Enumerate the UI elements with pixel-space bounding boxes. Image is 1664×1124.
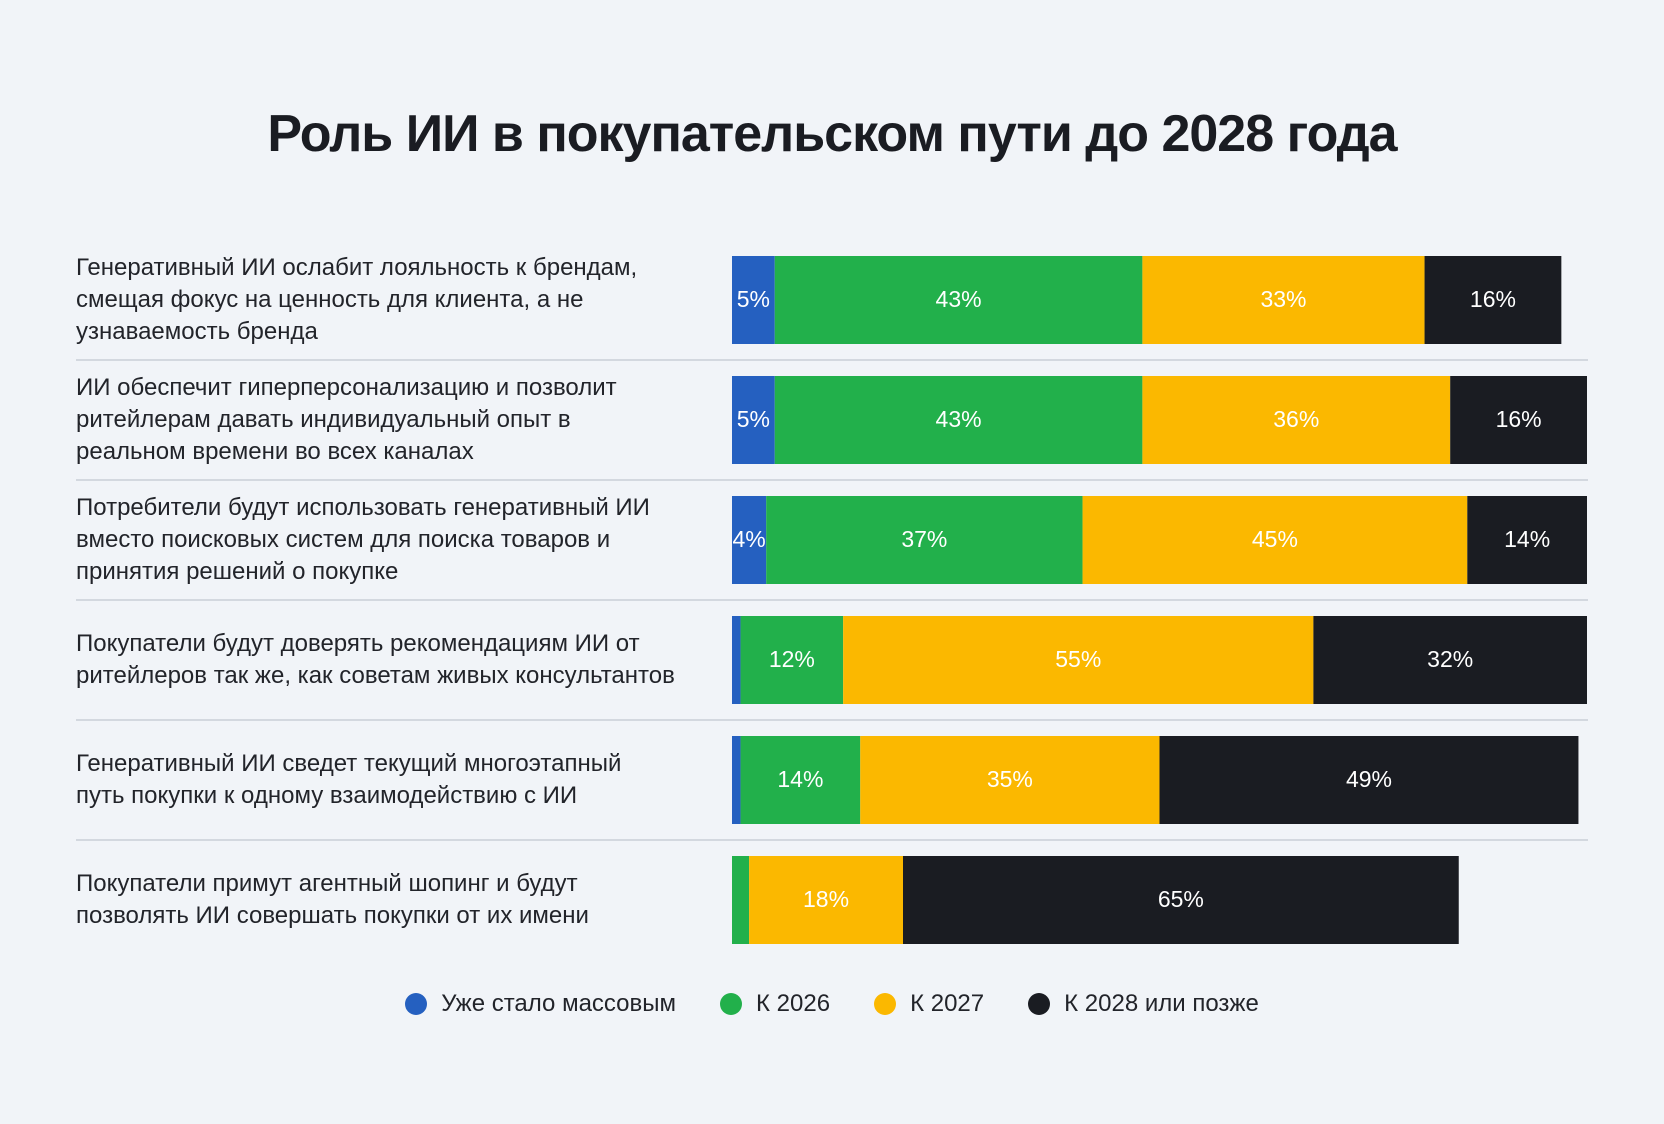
value-label: 49% (1346, 766, 1392, 792)
value-label: 16% (1470, 286, 1516, 312)
legend-label: К 2027 (910, 990, 985, 1017)
value-label: 32% (1427, 646, 1473, 672)
value-label: 12% (769, 646, 815, 672)
value-label: 14% (1504, 526, 1550, 552)
bar-segment (740, 616, 844, 704)
bar-segment (860, 736, 1160, 824)
value-label: 37% (901, 526, 947, 552)
value-label: 55% (1055, 646, 1101, 672)
bar-segment (774, 256, 1143, 344)
value-label: 45% (1252, 526, 1298, 552)
chart-title: Роль ИИ в покупательском пути до 2028 го… (267, 105, 1397, 163)
value-label: 18% (803, 886, 849, 912)
bar-segment (740, 736, 861, 824)
bar-segment (732, 256, 775, 344)
bar-segment (903, 856, 1459, 944)
bar-segment (766, 496, 1083, 584)
legend-swatch (874, 993, 897, 1015)
bar-segment (1467, 496, 1587, 584)
value-label: 5% (737, 286, 770, 312)
category-label: ИИ обеспечит гиперперсонализацию и позво… (76, 374, 617, 465)
bar-segment (1142, 376, 1451, 464)
value-label: 43% (936, 286, 982, 312)
category-label: Потребители будут использовать генератив… (76, 494, 650, 585)
legend-swatch (1028, 993, 1051, 1015)
value-label: 4% (732, 526, 765, 552)
bar-segment (732, 496, 767, 584)
bar-segment (732, 376, 775, 464)
legend-label: Уже стало массовым (441, 990, 677, 1017)
bar-segment (1159, 736, 1579, 824)
legend-label: К 2026 (756, 990, 831, 1017)
legend-item: К 2027 (874, 990, 984, 1018)
bar-segment (732, 616, 741, 704)
value-label: 43% (936, 406, 982, 432)
legend: Уже стало массовым К 2026 К 2027 К 2028 или… (0, 990, 1664, 1018)
category-label: Покупатели примут агентный шопинг и буду… (76, 870, 589, 929)
legend-swatch (405, 993, 428, 1015)
legend-label: К 2028 или позже (1064, 990, 1259, 1017)
value-label: 16% (1496, 406, 1542, 432)
value-label: 14% (777, 766, 823, 792)
bar-segment (1313, 616, 1587, 704)
legend-swatch (720, 993, 743, 1015)
value-label: 36% (1273, 406, 1319, 432)
bar-segment (1082, 496, 1468, 584)
value-label: 65% (1158, 886, 1204, 912)
bar-segment (749, 856, 903, 944)
bar-segment (1424, 256, 1562, 344)
category-label: Генеративный ИИ сведет текущий многоэтап… (76, 750, 622, 809)
value-label: 33% (1260, 286, 1306, 312)
legend-item: К 2028 или позже (1028, 990, 1259, 1018)
bar-segment (732, 856, 750, 944)
bar-segment (1450, 376, 1587, 464)
bar-segment (843, 616, 1314, 704)
bar-segment (774, 376, 1143, 464)
value-label: 5% (737, 406, 770, 432)
category-label: Генеративный ИИ ослабит лояльность к бре… (76, 254, 638, 345)
bar-segment (732, 736, 741, 824)
category-label: Покупатели будут доверять рекомендациям … (76, 630, 675, 689)
bar-segment (1142, 256, 1425, 344)
value-label: 35% (987, 766, 1033, 792)
legend-item: Уже стало массовым (405, 990, 676, 1018)
legend-item: К 2026 (720, 990, 830, 1018)
